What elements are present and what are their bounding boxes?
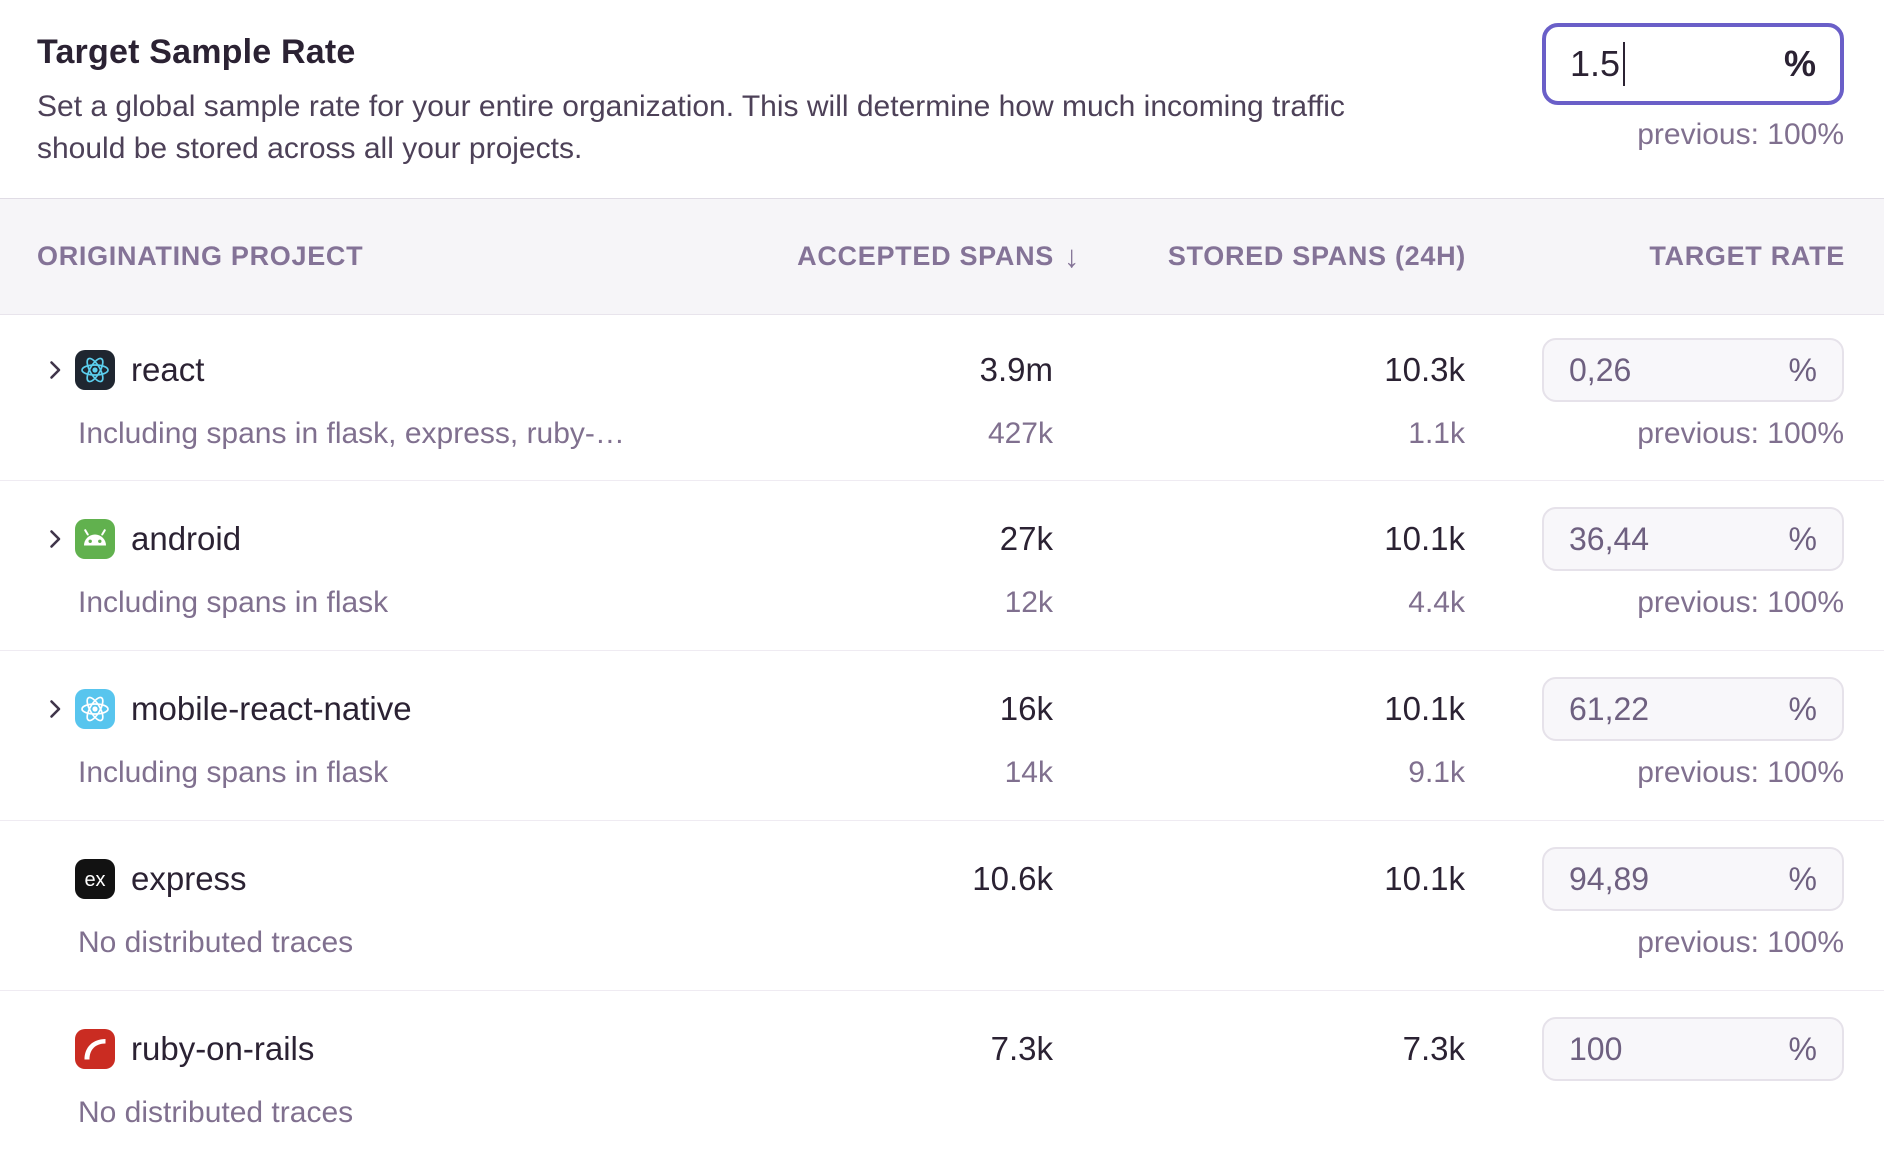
- distributed-traces-note: No distributed traces: [78, 1096, 354, 1129]
- react-icon: [75, 350, 115, 390]
- stored-spans-value: 10.1k: [1384, 860, 1465, 897]
- distributed-traces-note: Including spans in flask: [78, 586, 389, 619]
- text-cursor: [1623, 42, 1626, 86]
- project-rate-value: 61,22: [1569, 690, 1650, 727]
- table-row: ruby-on-rails 7.3k 7.3k 100 % No distrib…: [0, 990, 1884, 1160]
- percent-suffix: %: [1788, 860, 1817, 897]
- target-rate-cell: 61,22 %: [1465, 677, 1844, 741]
- table-row: android 27k 10.1k 36,44 % Including span…: [0, 480, 1884, 650]
- previous-rate: previous: 100%: [1637, 926, 1844, 959]
- stored-spans-subvalue: 1.1k: [1408, 417, 1465, 450]
- target-rate-cell: 100 %: [1465, 1017, 1844, 1081]
- target-sample-rate-section: Target Sample Rate Set a global sample r…: [0, 0, 1884, 198]
- target-rate-cell: 36,44 %: [1465, 507, 1844, 571]
- accepted-spans-value: 10.6k: [972, 860, 1053, 897]
- stored-spans-value: 10.1k: [1384, 520, 1465, 557]
- column-header-target-rate[interactable]: TARGET RATE: [1649, 241, 1845, 271]
- section-title: Target Sample Rate: [37, 33, 356, 71]
- expand-chevron-icon[interactable]: [42, 357, 68, 383]
- accepted-spans-value: 27k: [999, 520, 1053, 557]
- percent-suffix: %: [1788, 1030, 1817, 1067]
- table-row: mobile-react-native 16k 10.1k 61,22 % In…: [0, 650, 1884, 820]
- project-cell: react: [36, 350, 793, 390]
- previous-rate: previous: 100%: [1637, 756, 1844, 789]
- accepted-spans-subvalue: 12k: [1004, 586, 1053, 619]
- org-sample-rate-input[interactable]: 1.5 %: [1542, 23, 1844, 105]
- org-sample-rate-value: 1.5: [1570, 43, 1621, 84]
- stored-spans-subvalue: 9.1k: [1408, 756, 1465, 789]
- project-cell: mobile-react-native: [36, 689, 793, 729]
- stored-spans-value: 10.1k: [1384, 690, 1465, 727]
- stored-spans-value: 7.3k: [1402, 1030, 1465, 1067]
- percent-suffix: %: [1783, 43, 1816, 84]
- org-rate-control: 1.5 % previous: 100%: [1542, 23, 1844, 152]
- project-name: express: [131, 860, 247, 897]
- accepted-spans-value: 16k: [999, 690, 1053, 727]
- project-rate-input[interactable]: 36,44 %: [1542, 507, 1844, 571]
- project-rate-value: 0,26: [1569, 351, 1632, 388]
- column-header-accepted-spans[interactable]: ACCEPTED SPANS ↓: [794, 239, 1079, 275]
- project-name: react: [131, 351, 205, 388]
- percent-suffix: %: [1788, 351, 1817, 388]
- table-row: react 3.9m 10.3k 0,26 % Including spans …: [0, 315, 1884, 480]
- project-rate-input[interactable]: 61,22 %: [1542, 677, 1844, 741]
- project-cell: ex express: [36, 859, 793, 899]
- project-cell: android: [36, 519, 793, 559]
- rails-icon: [75, 1029, 115, 1069]
- react-native-icon: [75, 689, 115, 729]
- project-rate-input[interactable]: 94,89 %: [1542, 847, 1844, 911]
- project-rate-value: 94,89: [1569, 860, 1650, 897]
- stored-spans-value: 10.3k: [1384, 351, 1465, 388]
- accepted-spans-value: 7.3k: [990, 1030, 1053, 1067]
- column-header-stored-spans[interactable]: STORED SPANS (24H): [1167, 241, 1466, 271]
- table-header-row: ORIGINATING PROJECT ACCEPTED SPANS ↓ STO…: [0, 198, 1884, 315]
- percent-suffix: %: [1788, 520, 1817, 557]
- target-rate-cell: 0,26 %: [1465, 338, 1844, 402]
- projects-sampling-table: ORIGINATING PROJECT ACCEPTED SPANS ↓ STO…: [0, 198, 1884, 1160]
- stored-spans-subvalue: 4.4k: [1408, 586, 1465, 619]
- accepted-spans-value: 3.9m: [979, 351, 1053, 388]
- project-rate-input[interactable]: 100 %: [1542, 1017, 1844, 1081]
- expand-chevron-icon[interactable]: [42, 696, 68, 722]
- table-body: react 3.9m 10.3k 0,26 % Including spans …: [0, 315, 1884, 1160]
- project-name: android: [131, 520, 242, 557]
- column-header-originating-project[interactable]: ORIGINATING PROJECT: [37, 241, 364, 271]
- accepted-spans-subvalue: 14k: [1004, 756, 1053, 789]
- expand-chevron-icon[interactable]: [42, 526, 68, 552]
- project-rate-value: 36,44: [1569, 520, 1650, 557]
- svg-text:ex: ex: [84, 869, 105, 891]
- distributed-traces-note: Including spans in flask, express, ruby-…: [78, 417, 625, 450]
- project-name: mobile-react-native: [131, 690, 412, 727]
- distributed-traces-note: No distributed traces: [78, 926, 354, 959]
- project-rate-value: 100: [1569, 1030, 1623, 1067]
- percent-suffix: %: [1788, 690, 1817, 727]
- project-rate-input[interactable]: 0,26 %: [1542, 338, 1844, 402]
- accepted-spans-subvalue: 427k: [987, 417, 1053, 450]
- distributed-traces-note: Including spans in flask: [78, 756, 389, 789]
- table-row: ex express 10.6k 10.1k 94,89 % No distri…: [0, 820, 1884, 990]
- android-icon: [75, 519, 115, 559]
- previous-rate: previous: 100%: [1637, 417, 1844, 450]
- section-description: Set a global sample rate for your entire…: [37, 90, 1345, 165]
- project-cell: ruby-on-rails: [36, 1029, 793, 1069]
- sort-descending-icon: ↓: [1064, 238, 1081, 274]
- target-rate-cell: 94,89 %: [1465, 847, 1844, 911]
- previous-rate: previous: 100%: [1637, 586, 1844, 619]
- express-icon: ex: [75, 859, 115, 899]
- project-name: ruby-on-rails: [131, 1030, 315, 1067]
- org-previous-rate: previous: 100%: [1637, 118, 1844, 151]
